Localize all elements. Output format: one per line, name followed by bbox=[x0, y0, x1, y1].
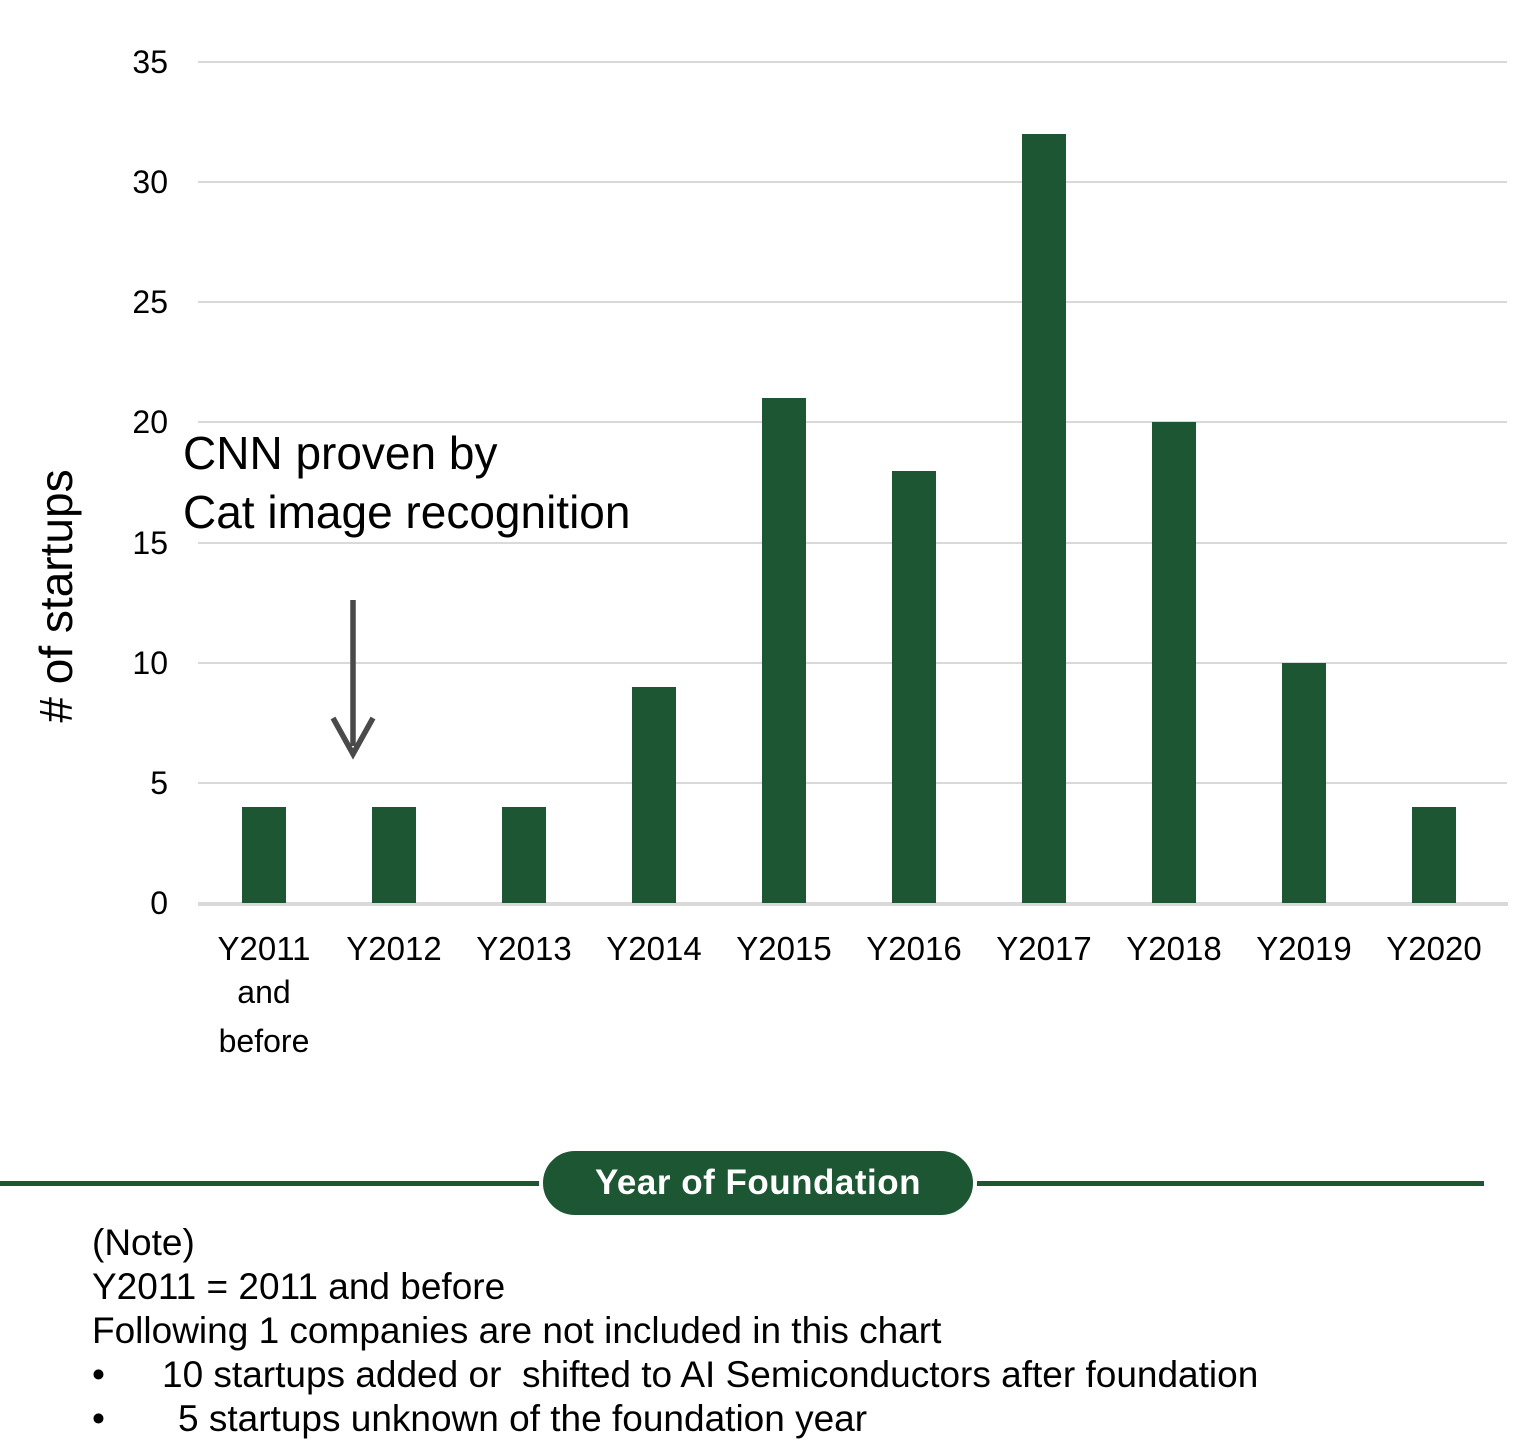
x-axis-title-pill: Year of Foundation bbox=[539, 1147, 977, 1219]
x-tick-label-text: Y2016 bbox=[866, 930, 962, 967]
x-tick-label-text: Y2012 bbox=[346, 930, 442, 967]
x-tick-label-text: Y2011 bbox=[217, 930, 311, 967]
gridline-35 bbox=[198, 61, 1507, 63]
gridline-25 bbox=[198, 301, 1507, 304]
note-block: (Note) Y2011 = 2011 and before Following… bbox=[92, 1221, 1258, 1441]
annotation-arrow-icon bbox=[330, 600, 376, 760]
bar-Y2011 bbox=[242, 806, 286, 903]
bar-Y2016 bbox=[892, 470, 936, 903]
x-tick-label-Y2011: Y2011 and before bbox=[179, 930, 349, 1066]
gridline-15 bbox=[198, 541, 1507, 544]
y-tick-label-15: 15 bbox=[132, 524, 168, 561]
plot-area bbox=[198, 61, 1508, 906]
bar-Y2017 bbox=[1022, 134, 1066, 903]
x-tick-sublabel: before bbox=[218, 1023, 310, 1059]
x-tick-label-text: Y2019 bbox=[1256, 930, 1352, 967]
y-tick-label-25: 25 bbox=[132, 284, 168, 321]
bullet-icon: • bbox=[92, 1398, 105, 1439]
y-tick-label-35: 35 bbox=[132, 44, 168, 80]
gridline-10 bbox=[198, 661, 1507, 664]
x-tick-label-Y2017: Y2017 bbox=[959, 930, 1129, 968]
x-tick-label-text: Y2013 bbox=[476, 930, 572, 967]
annotation-line-1: CNN proven by bbox=[183, 427, 498, 479]
x-tick-label-Y2014: Y2014 bbox=[569, 930, 739, 968]
x-tick-label-Y2013: Y2013 bbox=[439, 930, 609, 968]
x-tick-label-Y2015: Y2015 bbox=[699, 930, 869, 968]
x-tick-label-Y2016: Y2016 bbox=[829, 930, 999, 968]
x-tick-label-Y2020: Y2020 bbox=[1349, 930, 1516, 968]
note-heading: (Note) bbox=[92, 1222, 195, 1263]
note-line-2: Following 1 companies are not included i… bbox=[92, 1310, 942, 1351]
annotation-line-2: Cat image recognition bbox=[183, 486, 631, 538]
y-tick-label-20: 20 bbox=[132, 404, 168, 441]
x-tick-label-Y2018: Y2018 bbox=[1089, 930, 1259, 968]
annotation-text: CNN proven by Cat image recognition bbox=[183, 424, 630, 542]
x-axis-line bbox=[198, 902, 1508, 906]
bar-Y2013 bbox=[502, 806, 546, 903]
note-line-1: Y2011 = 2011 and before bbox=[92, 1266, 506, 1307]
bar-Y2018 bbox=[1152, 422, 1196, 903]
x-tick-label-Y2012: Y2012 bbox=[309, 930, 479, 968]
y-tick-label-0: 0 bbox=[150, 885, 168, 921]
y-tick-label-5: 5 bbox=[150, 764, 168, 801]
bar-Y2014 bbox=[632, 686, 676, 903]
x-tick-sublabel: and bbox=[237, 974, 291, 1010]
bar-Y2019 bbox=[1282, 662, 1326, 903]
gridline-30 bbox=[198, 181, 1507, 184]
note-bullet-2: • 5 startups unknown of the foundation y… bbox=[92, 1398, 868, 1439]
x-tick-label-text: Y2020 bbox=[1386, 930, 1482, 967]
x-tick-label-Y2019: Y2019 bbox=[1219, 930, 1389, 968]
note-bullet-1: • 10 startups added or shifted to AI Sem… bbox=[92, 1354, 1259, 1395]
x-axis-title: Year of Foundation bbox=[595, 1163, 921, 1202]
y-tick-label-30: 30 bbox=[132, 164, 168, 201]
gridline-20 bbox=[198, 421, 1507, 424]
x-tick-label-text: Y2014 bbox=[606, 930, 702, 967]
bar-Y2020 bbox=[1412, 806, 1456, 903]
x-tick-label-text: Y2018 bbox=[1126, 930, 1222, 967]
bullet-icon: • bbox=[92, 1354, 105, 1395]
y-tick-label-10: 10 bbox=[132, 644, 168, 681]
bar-Y2015 bbox=[762, 398, 806, 903]
bar-Y2012 bbox=[372, 806, 416, 903]
x-tick-label-text: Y2017 bbox=[996, 930, 1092, 967]
gridline-5 bbox=[198, 781, 1507, 784]
x-tick-label-text: Y2015 bbox=[736, 930, 832, 967]
